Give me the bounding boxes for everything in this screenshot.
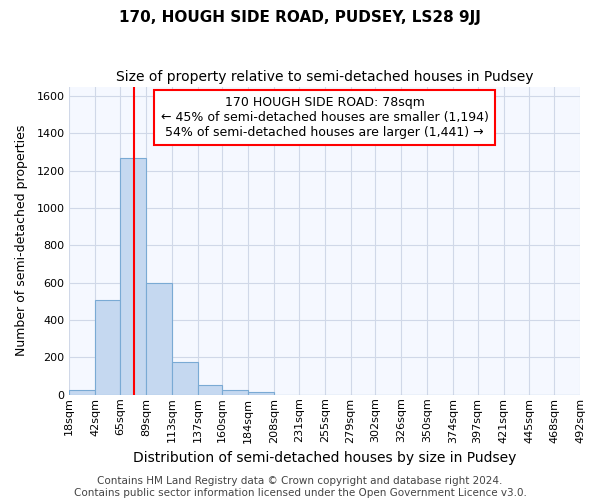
- Bar: [70, 390, 95, 395]
- Text: 170, HOUGH SIDE ROAD, PUDSEY, LS28 9JJ: 170, HOUGH SIDE ROAD, PUDSEY, LS28 9JJ: [119, 10, 481, 25]
- Bar: [146, 282, 172, 395]
- Bar: [172, 362, 197, 395]
- Bar: [223, 390, 248, 395]
- Bar: [95, 300, 120, 395]
- Text: Contains HM Land Registry data © Crown copyright and database right 2024.
Contai: Contains HM Land Registry data © Crown c…: [74, 476, 526, 498]
- Text: 170 HOUGH SIDE ROAD: 78sqm
← 45% of semi-detached houses are smaller (1,194)
54%: 170 HOUGH SIDE ROAD: 78sqm ← 45% of semi…: [161, 96, 488, 139]
- Bar: [248, 392, 274, 395]
- Bar: [197, 385, 223, 395]
- X-axis label: Distribution of semi-detached houses by size in Pudsey: Distribution of semi-detached houses by …: [133, 451, 517, 465]
- Title: Size of property relative to semi-detached houses in Pudsey: Size of property relative to semi-detach…: [116, 70, 533, 84]
- Y-axis label: Number of semi-detached properties: Number of semi-detached properties: [15, 125, 28, 356]
- Bar: [120, 158, 146, 395]
